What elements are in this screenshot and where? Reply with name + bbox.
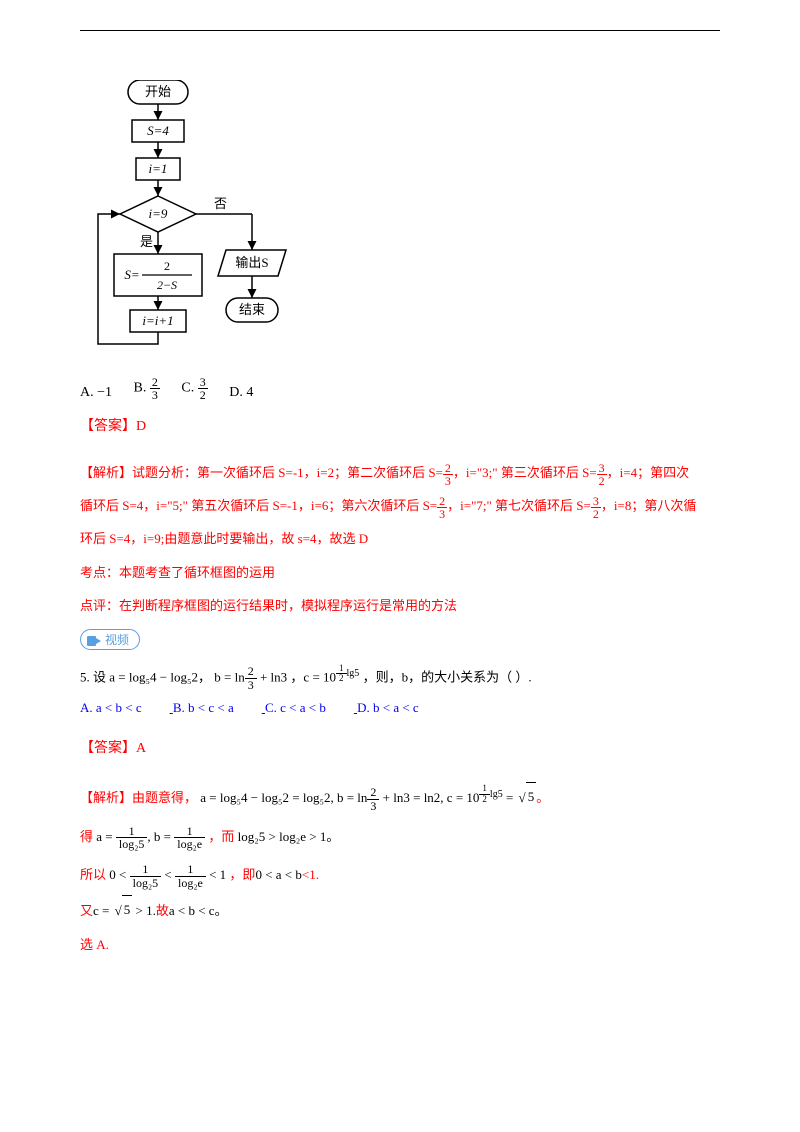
option-d-value: 4 — [246, 385, 253, 400]
option-a: A. −1 — [80, 385, 112, 401]
svg-text:否: 否 — [214, 196, 227, 211]
q5-stem: 5. 设 a = log₅4 − log₅2， b = ln23 + ln3 ，… — [80, 664, 720, 692]
dianping: 点评：在判断程序框图的运行结果时，模拟程序运行是常用的方法 — [80, 590, 720, 621]
option-b-frac: 2 3 — [150, 376, 160, 401]
q5-opt-c: C. c < a < b — [265, 696, 326, 719]
svg-text:是: 是 — [140, 234, 153, 249]
option-b-prefix: B. — [134, 381, 147, 396]
svg-text:2−S: 2−S — [157, 278, 177, 292]
option-d: D. 4 — [229, 385, 253, 401]
explain-label: 【解析】 — [80, 465, 132, 480]
page-content: 开始 S=4 i=1 i=9 否 是 S= 2 2−S — [80, 80, 720, 960]
q5-options: A. a < b < c B. b < c < a C. c < a < b D… — [80, 696, 720, 719]
video-label: 视频 — [105, 633, 129, 647]
kaodian: 考点：本题考查了循环框图的运用 — [80, 557, 720, 588]
q5-working: 【解析】由题意得， a = log₅4 − log₅2 = log₅2, b =… — [80, 783, 720, 960]
q5-opt-d: D. b < a < c — [357, 696, 419, 719]
flowchart-q4: 开始 S=4 i=1 i=9 否 是 S= 2 2−S — [80, 80, 720, 370]
svg-text:i=1: i=1 — [149, 161, 168, 176]
svg-text:S=: S= — [124, 267, 139, 282]
q5-opt-b: B. b < c < a — [173, 696, 234, 719]
option-c-prefix: C. — [181, 381, 194, 396]
option-c-frac: 3 2 — [198, 376, 208, 401]
page-top-rule — [80, 30, 720, 31]
svg-text:输出S: 输出S — [235, 255, 268, 270]
q4-options: A. −1 B. 2 3 C. 3 2 D. 4 — [80, 376, 720, 401]
svg-text:结束: 结束 — [239, 302, 265, 317]
svg-text:i=i+1: i=i+1 — [142, 313, 173, 328]
svg-text:2: 2 — [164, 259, 170, 273]
svg-text:i=9: i=9 — [149, 206, 168, 221]
option-d-prefix: D. — [229, 385, 243, 400]
node-start-label: 开始 — [145, 84, 171, 99]
q5-opt-a: A. a < b < c — [80, 696, 142, 719]
option-a-prefix: A. — [80, 385, 94, 400]
video-button[interactable]: 视频 — [80, 629, 140, 650]
option-c: C. 3 2 — [181, 376, 207, 401]
q4-answer: 【答案】D — [80, 415, 720, 435]
svg-text:S=4: S=4 — [147, 123, 169, 138]
option-a-value: −1 — [97, 385, 112, 400]
q4-explanation: 【解析】试题分析：第一次循环后 S=-1，i=2；第二次循环后 S=23，i="… — [80, 457, 720, 621]
camera-icon — [87, 636, 101, 646]
option-b: B. 2 3 — [134, 376, 160, 401]
q5-answer: 【答案】A — [80, 737, 720, 757]
